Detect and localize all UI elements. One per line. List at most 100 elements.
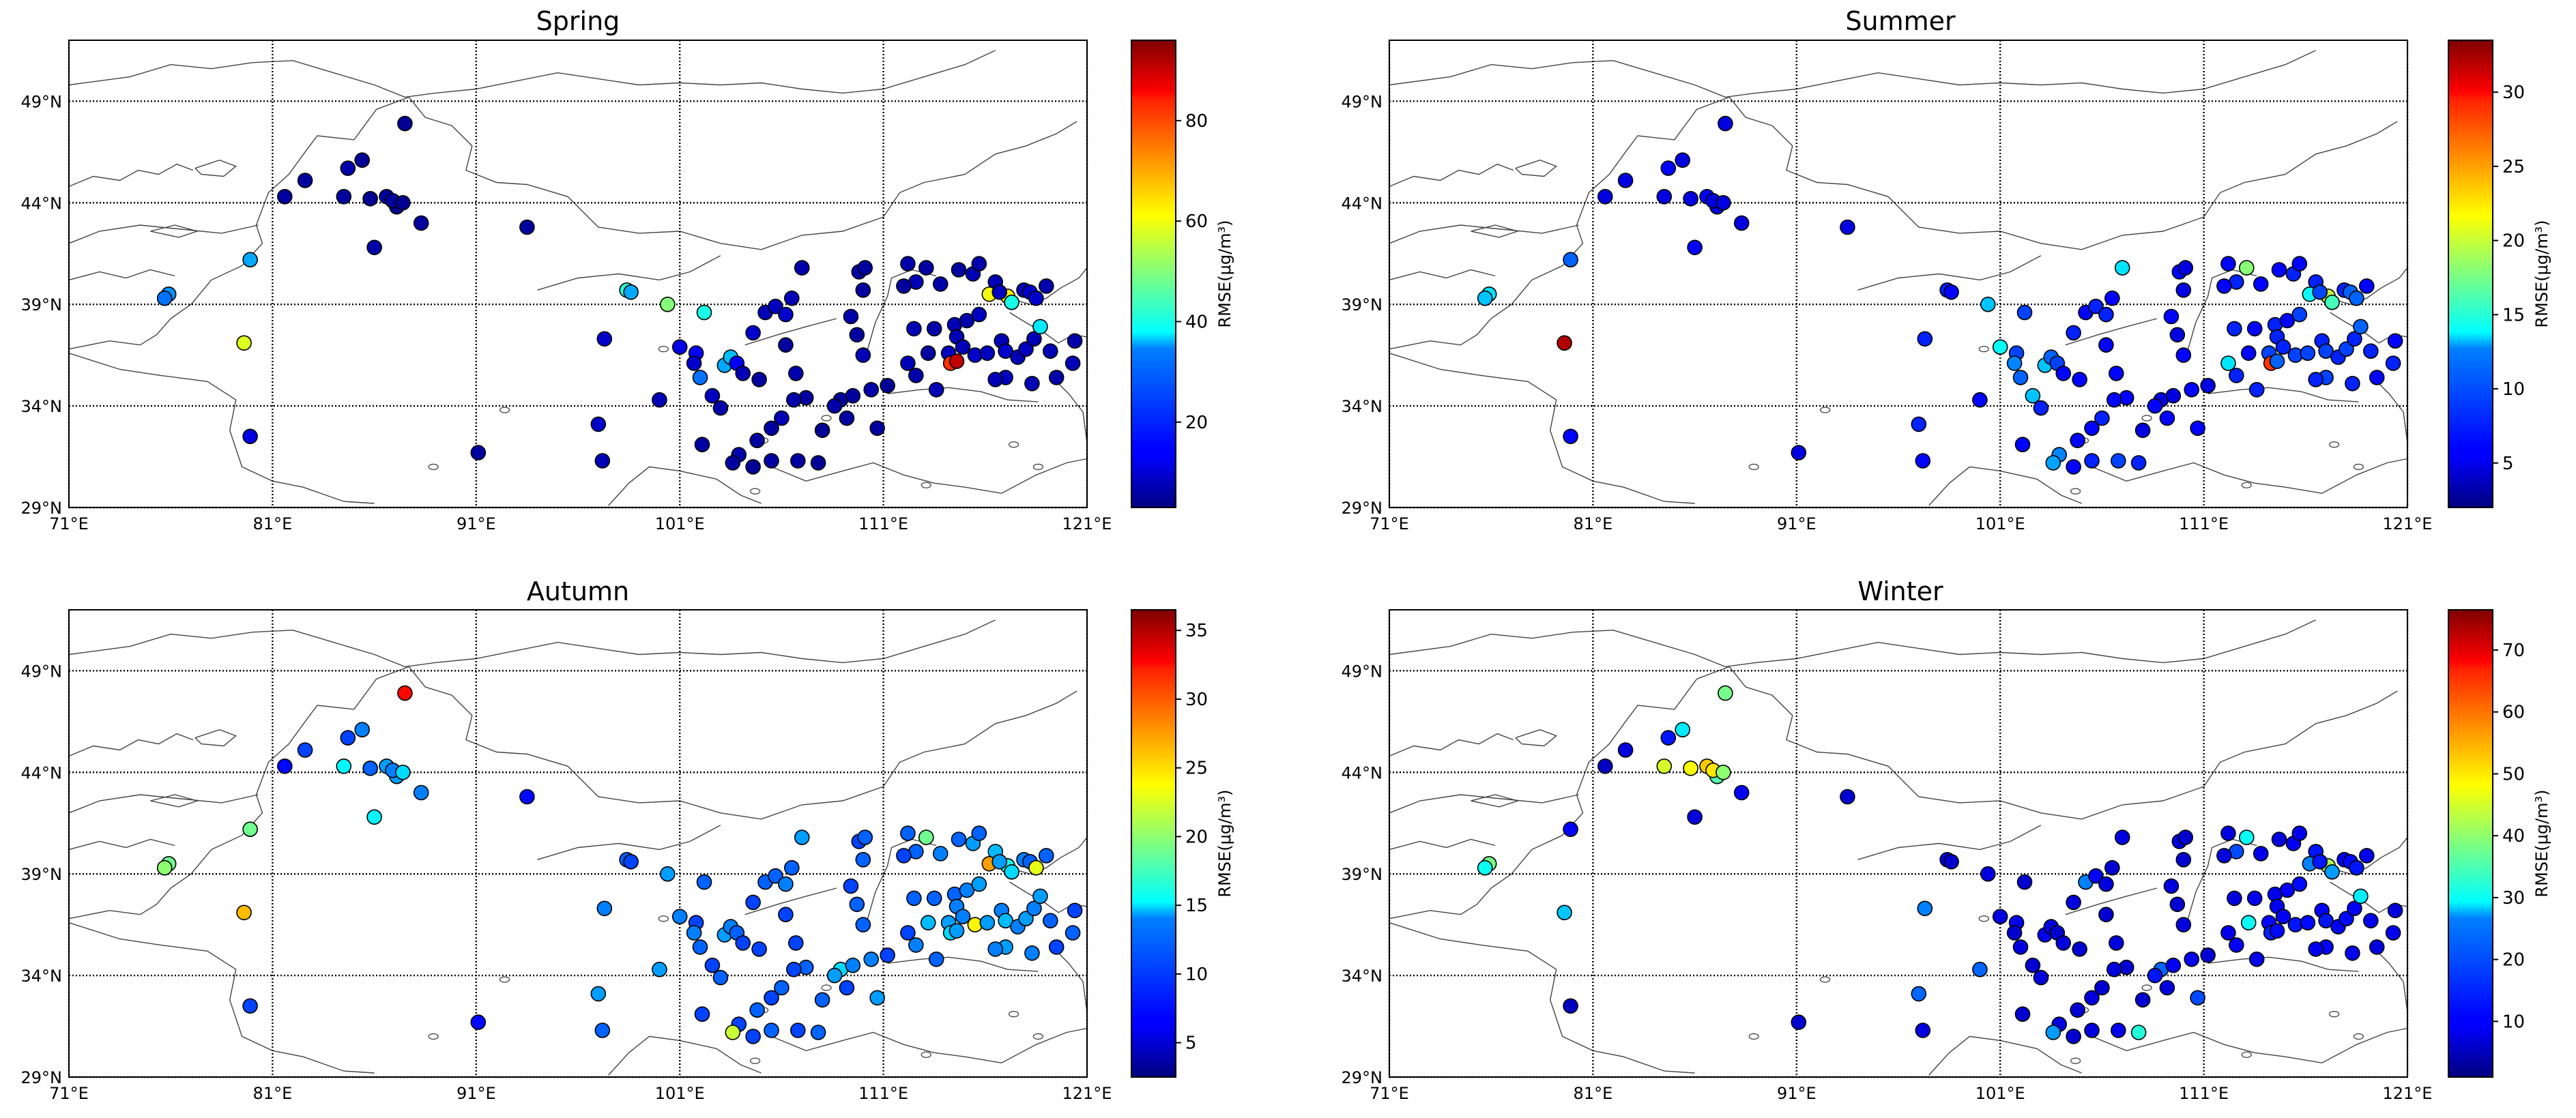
station-point	[2098, 876, 2114, 892]
station-point	[2175, 917, 2192, 932]
station-point	[2239, 829, 2255, 845]
station-point	[992, 284, 1007, 300]
station-point	[788, 366, 804, 381]
border-line	[68, 666, 409, 920]
station-point	[242, 821, 258, 837]
station-point	[955, 909, 971, 924]
map-frame	[1389, 609, 2408, 1078]
station-point	[2220, 825, 2236, 841]
lake-outline	[749, 488, 761, 495]
station-point	[2012, 939, 2029, 955]
border-line	[1515, 729, 1558, 747]
station-point	[2045, 455, 2061, 471]
station-point	[2248, 952, 2265, 967]
station-point	[2279, 312, 2296, 329]
station-point	[1733, 215, 1750, 231]
border-line	[887, 387, 1039, 402]
station-point	[362, 761, 378, 776]
station-point	[2324, 864, 2340, 880]
station-point	[735, 935, 751, 951]
station-point	[2324, 294, 2340, 310]
station-point	[1477, 859, 1493, 876]
station-point	[971, 306, 987, 323]
station-point	[590, 986, 607, 1002]
colorbar-tick-label: 35	[1185, 621, 1208, 641]
station-point	[1039, 278, 1054, 294]
border-line	[408, 666, 1077, 820]
scatter-points	[156, 115, 1083, 475]
y-tick-label: 29°N	[21, 499, 63, 518]
station-point	[920, 915, 936, 930]
border-line	[887, 956, 1039, 972]
x-tick-label: 91°E	[1777, 514, 1817, 533]
border-line	[68, 922, 375, 1074]
station-point	[843, 878, 859, 894]
colorbar: 5 10 15 20 25 30 RMSE(μg/m³)	[2448, 40, 2551, 508]
station-point	[470, 445, 487, 460]
station-point	[863, 952, 879, 967]
station-point	[2347, 900, 2362, 917]
colorbar-tick-label: 20	[1185, 827, 1208, 847]
station-point	[2269, 923, 2285, 939]
station-point	[1004, 294, 1019, 310]
border-line	[771, 458, 1088, 494]
border-line	[1389, 163, 1514, 188]
panel-winter: Winter 71°E 81°E 91°E 101°E 111°E 121°E 29°N 34°…	[1342, 576, 2552, 1103]
station-point	[596, 331, 613, 347]
station-point	[712, 400, 729, 416]
station-point	[987, 372, 1003, 387]
y-tick-label: 44°N	[1342, 763, 1383, 782]
lake-outline	[821, 984, 832, 991]
y-tick-label: 39°N	[1342, 865, 1383, 884]
station-point	[1992, 339, 2008, 355]
station-point	[2165, 387, 2182, 404]
lake-outline	[1978, 915, 1989, 922]
station-point	[2088, 298, 2104, 314]
colorbar-tick-label: 15	[2502, 305, 2525, 325]
station-point	[692, 370, 708, 385]
station-point	[764, 420, 779, 437]
station-point	[768, 298, 783, 314]
station-point	[2345, 375, 2360, 392]
station-point	[880, 947, 895, 963]
station-point	[2130, 1025, 2147, 1040]
station-point	[2200, 377, 2216, 394]
x-tick-label: 71°E	[1370, 1084, 1409, 1103]
border-line	[744, 887, 837, 915]
y-tick-label: 29°N	[1342, 1068, 1383, 1087]
colorbar-tick-label: 10	[2502, 1012, 2525, 1032]
x-tick-label: 81°E	[1574, 1084, 1613, 1103]
station-point	[2014, 437, 2031, 453]
lake-outline	[2353, 1033, 2364, 1040]
lake-outline	[2328, 1011, 2340, 1018]
lake-outline	[428, 463, 439, 471]
station-point	[845, 387, 861, 404]
colorbar-tick-label: 60	[2502, 703, 2525, 723]
station-point	[778, 337, 794, 353]
station-point	[2016, 874, 2033, 890]
station-point	[2111, 1023, 2126, 1038]
colorbar-tick-label: 30	[2502, 888, 2525, 909]
panel-title: Winter	[1857, 576, 1943, 606]
station-point	[810, 1025, 826, 1040]
colorbar-tick-label: 10	[2502, 379, 2525, 400]
x-tick-label: 121°E	[2383, 514, 2433, 533]
y-tick-label: 34°N	[21, 397, 63, 416]
station-point	[745, 894, 761, 911]
border-line	[2208, 956, 2359, 972]
station-point	[1943, 854, 1959, 870]
station-point	[896, 278, 912, 294]
station-point	[652, 392, 667, 408]
border-line	[1389, 353, 1695, 504]
colorbar: 10 20 30 40 50 60 70 RMSE(μg/m³)	[2448, 609, 2551, 1078]
lake-outline	[428, 1033, 439, 1040]
station-point	[694, 1006, 710, 1022]
station-point	[869, 420, 885, 437]
lake-outline	[1978, 346, 1989, 353]
station-point	[979, 915, 996, 930]
station-point	[1911, 986, 1927, 1002]
station-point	[2385, 925, 2401, 941]
station-point	[2175, 282, 2192, 298]
station-point	[366, 809, 382, 825]
station-point	[1660, 160, 1677, 176]
